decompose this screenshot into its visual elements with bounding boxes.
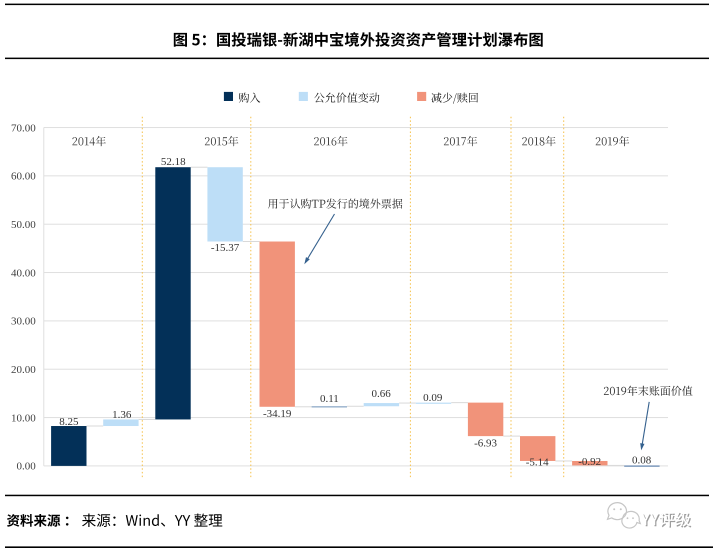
svg-text:60.00: 60.00 <box>11 171 36 183</box>
svg-text:8.25: 8.25 <box>59 416 79 428</box>
svg-text:-15.37: -15.37 <box>211 242 240 254</box>
svg-text:0.08: 0.08 <box>632 454 652 466</box>
svg-text:-34.19: -34.19 <box>263 408 292 420</box>
svg-text:50.00: 50.00 <box>11 219 36 231</box>
svg-text:10.00: 10.00 <box>11 412 36 424</box>
svg-text:-5.14: -5.14 <box>526 456 549 468</box>
svg-text:1.36: 1.36 <box>112 409 132 421</box>
svg-text:0.11: 0.11 <box>320 393 339 405</box>
svg-text:-6.93: -6.93 <box>474 437 497 449</box>
svg-text:0.66: 0.66 <box>371 388 391 400</box>
svg-text:0.09: 0.09 <box>423 392 443 404</box>
svg-text:70.00: 70.00 <box>11 122 36 134</box>
svg-text:52.18: 52.18 <box>161 156 186 168</box>
svg-text:0.00: 0.00 <box>17 461 37 473</box>
svg-text:20.00: 20.00 <box>11 364 36 376</box>
svg-text:30.00: 30.00 <box>11 316 36 328</box>
svg-text:-0.92: -0.92 <box>578 456 601 468</box>
svg-text:40.00: 40.00 <box>11 267 36 279</box>
